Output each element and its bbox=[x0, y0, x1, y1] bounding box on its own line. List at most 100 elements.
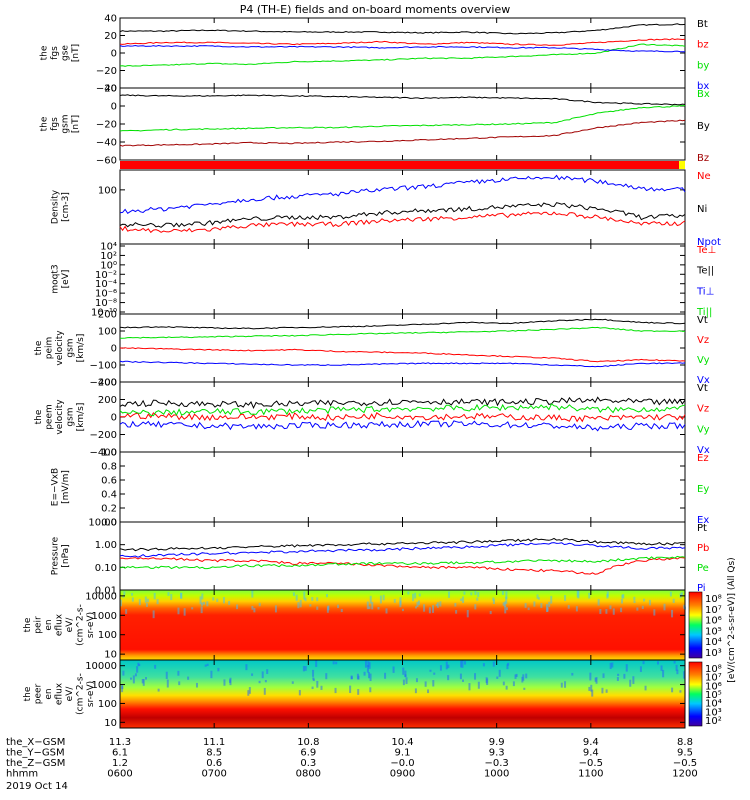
spectrogram-noise bbox=[166, 679, 169, 688]
legend-entry: Vx bbox=[697, 445, 710, 456]
spectrogram-noise bbox=[377, 607, 380, 610]
spectrogram-noise bbox=[292, 592, 295, 596]
spectrogram-noise bbox=[415, 606, 418, 609]
spectrogram-noise bbox=[676, 669, 679, 675]
footer-row-label: the_Z−GSM bbox=[6, 758, 65, 769]
legend-entry: Vy bbox=[697, 424, 710, 435]
spectrogram-noise bbox=[428, 607, 431, 614]
legend-entry: Pt bbox=[697, 523, 707, 534]
spectrogram-noise bbox=[191, 607, 194, 610]
panel-frame bbox=[119, 243, 686, 315]
y-tick-label: 10000 bbox=[85, 661, 117, 672]
y-tick-label: 0.6 bbox=[101, 476, 117, 487]
spectrogram-noise bbox=[248, 687, 251, 694]
spectrogram-noise bbox=[496, 676, 499, 679]
spectrogram-noise bbox=[228, 601, 231, 605]
spectrogram-noise bbox=[316, 680, 319, 688]
legend-entry: Ti⊥ bbox=[696, 286, 714, 297]
spectrogram-noise bbox=[492, 597, 495, 601]
series-line-fgs_gsm-bx bbox=[119, 105, 685, 132]
y-tick-label: 1.00 bbox=[95, 540, 117, 551]
spectrogram-noise bbox=[415, 678, 418, 683]
spectrogram-noise bbox=[152, 610, 155, 619]
legend-entry: By bbox=[697, 121, 710, 132]
colorbar-tick: 10⁷ bbox=[705, 673, 722, 684]
spectrogram-noise bbox=[304, 666, 307, 671]
y-axis-label: peer bbox=[34, 683, 44, 704]
y-tick-label: 1.0 bbox=[101, 448, 117, 459]
mode-bar bbox=[120, 161, 685, 169]
legend-entry: Vy bbox=[697, 355, 710, 366]
panel-pressure bbox=[119, 521, 686, 591]
spectrogram-noise bbox=[206, 601, 209, 607]
spectrogram-noise bbox=[177, 670, 180, 676]
spectrogram-noise bbox=[393, 599, 396, 603]
spectrogram-noise bbox=[435, 604, 438, 607]
spectrogram-noise bbox=[125, 609, 128, 614]
spectrogram-noise bbox=[264, 679, 267, 683]
spectrogram-noise bbox=[122, 595, 125, 598]
spectrogram-noise bbox=[548, 601, 551, 607]
legend-entry: Bt bbox=[697, 19, 708, 30]
y-axis-label: peem bbox=[45, 404, 55, 430]
spectrogram-noise bbox=[131, 593, 134, 596]
y-tick-label: −40 bbox=[96, 138, 117, 149]
spectrogram-noise bbox=[212, 597, 215, 601]
spectrogram-noise bbox=[363, 671, 366, 676]
spectrogram-noise bbox=[468, 683, 471, 691]
y-tick-label: 10 bbox=[104, 718, 117, 729]
spectrogram-noise bbox=[502, 681, 505, 686]
footer-value: 9.3 bbox=[489, 748, 505, 759]
spectrogram-noise bbox=[366, 665, 369, 673]
y-tick-label: 0.0 bbox=[101, 518, 117, 529]
y-tick-label: −100 bbox=[90, 361, 117, 372]
spectrogram-noise bbox=[325, 673, 328, 680]
spectrogram-noise bbox=[571, 672, 574, 676]
legend-entry: Pi bbox=[697, 583, 706, 594]
footer-row-label: hhmm bbox=[6, 769, 38, 780]
spectrogram-noise bbox=[464, 661, 467, 665]
footer-value: 1200 bbox=[672, 769, 697, 780]
spectrogram-noise bbox=[545, 604, 548, 613]
y-axis-label: eflux bbox=[55, 682, 65, 705]
spectrogram-noise bbox=[641, 605, 644, 610]
spectrogram-noise bbox=[407, 591, 410, 595]
spectrogram-noise bbox=[505, 685, 508, 690]
mode-bar-end bbox=[679, 161, 685, 169]
panel-peir bbox=[119, 589, 703, 661]
spectrogram-noise bbox=[146, 598, 149, 603]
spectrogram-noise bbox=[474, 604, 477, 610]
spectrogram-noise bbox=[439, 601, 442, 607]
footer-value: 9.4 bbox=[583, 737, 599, 748]
spectrogram-noise bbox=[625, 664, 628, 672]
legend-entry: bz bbox=[697, 40, 709, 51]
y-axis-label: gsm bbox=[61, 114, 71, 133]
spectrogram-noise bbox=[187, 676, 190, 680]
spectrogram-noise bbox=[251, 590, 254, 598]
series-line-density-npot bbox=[119, 174, 686, 214]
spectrogram-noise bbox=[595, 677, 598, 684]
series-line-pressure-pe bbox=[119, 555, 686, 570]
spectrogram-noise bbox=[201, 602, 204, 606]
spectrogram-noise bbox=[629, 679, 632, 687]
spectrogram-noise bbox=[506, 664, 509, 670]
series-line-density-ne bbox=[119, 211, 686, 234]
y-tick-label: 10² bbox=[100, 251, 117, 262]
spectrogram-noise bbox=[369, 673, 372, 682]
spectrogram-noise bbox=[588, 686, 591, 691]
spectrogram-noise bbox=[459, 673, 462, 680]
spectrogram-noise bbox=[222, 597, 225, 604]
spectrogram-noise bbox=[675, 664, 678, 671]
spectrogram-noise bbox=[470, 592, 473, 596]
footer-value: 6.1 bbox=[112, 748, 128, 759]
spectrogram-noise bbox=[334, 687, 337, 694]
y-tick-label: 10⁻¹⁰ bbox=[91, 308, 117, 319]
spectrogram-noise bbox=[533, 601, 536, 607]
spectrogram-noise bbox=[492, 661, 495, 667]
spectrogram-noise bbox=[402, 679, 405, 686]
spectrogram-noise bbox=[170, 593, 173, 601]
legend-entry: Vx bbox=[697, 375, 710, 386]
spectrogram-noise bbox=[656, 661, 659, 665]
colorbar-tick: 10⁸ bbox=[705, 594, 722, 605]
spectrogram-noise bbox=[642, 661, 645, 665]
